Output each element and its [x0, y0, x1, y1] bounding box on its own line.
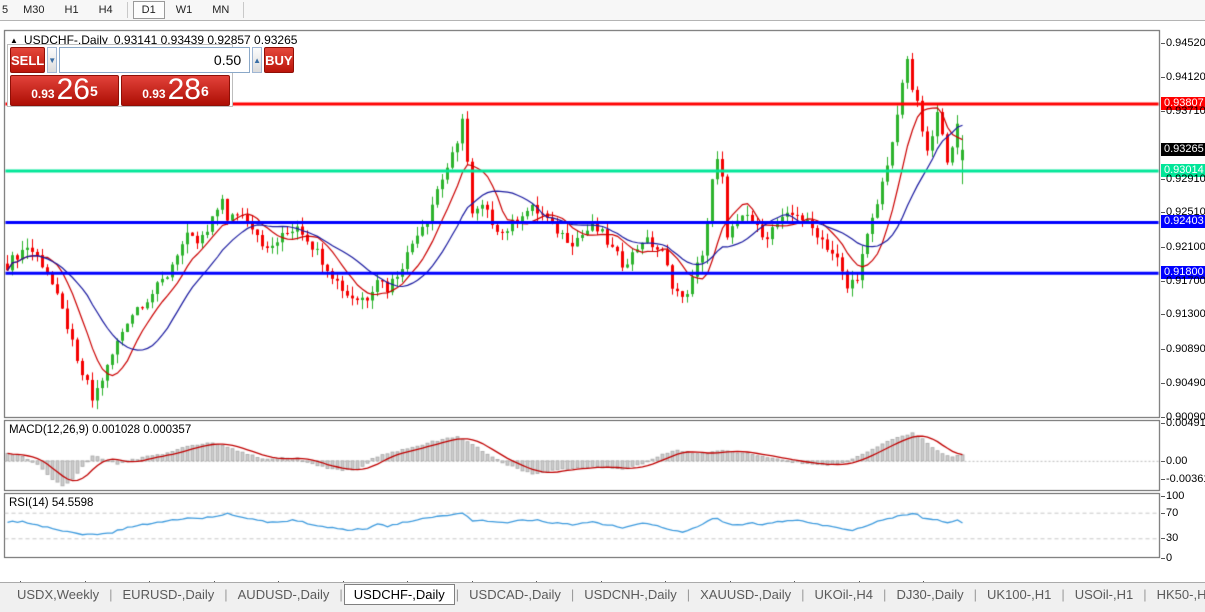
buy-price-prefix: 0.93	[142, 87, 166, 101]
price-axis-tick: 0.94120	[1161, 70, 1205, 83]
macd-axis-tick: -0.003614	[1161, 473, 1205, 485]
timeframe-toolbar: 5 M30 H1 H4 D1 W1 MN	[0, 0, 1205, 21]
chart-workspace: ▲ USDCHF-,Daily 0.93141 0.93439 0.92857 …	[0, 22, 1205, 603]
tab-separator: |	[686, 587, 691, 602]
tab-separator: |	[570, 587, 575, 602]
buy-price-main: 28	[167, 73, 201, 106]
chart-ohlc-values: 0.93141 0.93439 0.92857 0.93265	[113, 33, 298, 47]
tab-separator: |	[109, 587, 113, 602]
price-axis-tick: 0.92510	[1161, 206, 1205, 219]
price-chart-canvas[interactable]	[0, 22, 1161, 582]
sell-price-prefix: 0.93	[31, 87, 55, 101]
volume-decrease-button[interactable]: ▼	[47, 47, 58, 73]
chart-tab-usdcnh-daily[interactable]: USDCNH-,Daily	[584, 587, 677, 602]
rsi-indicator-label: RSI(14) 54.5598	[9, 496, 94, 509]
chart-tab-dj30-daily[interactable]: DJ30-,Daily	[896, 587, 964, 602]
macd-axis-tick: 0.00	[1160, 454, 1188, 467]
price-axis-tick: 0.91300	[1161, 308, 1205, 321]
price-axis-tick: 0.90490	[1161, 376, 1205, 389]
chart-tab-ukoil-h4[interactable]: UKOil-,H4	[814, 587, 874, 602]
chart-tab-usoil-h1[interactable]: USOil-,H1	[1074, 587, 1134, 602]
chart-symbol-label: USDCHF-,Daily	[23, 33, 108, 47]
sell-price-main: 26	[56, 73, 90, 106]
tab-separator: |	[801, 587, 805, 602]
collapse-panel-icon[interactable]: ▲	[10, 35, 18, 45]
price-axis[interactable]: 0.94520 0.94120 0.93807 0.93710 0.93265 0.930…	[1160, 22, 1205, 582]
price-level-badge: 0.92403	[1161, 215, 1205, 229]
chart-tab-xauusd-daily[interactable]: XAUUSD-,Daily	[700, 587, 792, 602]
chart-title: ▲ USDCHF-,Daily 0.93141 0.93439 0.92857 …	[10, 33, 297, 47]
tab-separator: |	[224, 587, 228, 602]
timeframe-button-mn[interactable]: MN	[212, 4, 230, 16]
price-axis-tick: 0.94520	[1161, 36, 1205, 49]
window-bottom-edge	[0, 606, 1205, 612]
chart-tab-eurusd-daily[interactable]: EURUSD-,Daily	[122, 587, 215, 602]
price-axis-tick: 0.92100	[1161, 241, 1205, 254]
rsi-axis-tick: 70	[1160, 506, 1179, 519]
price-level-badge: 0.93807	[1161, 97, 1205, 111]
price-axis-tick: 0.90890	[1161, 343, 1205, 356]
buy-button[interactable]: BUY	[264, 47, 294, 73]
timeframe-button-w1[interactable]: W1	[175, 4, 193, 16]
volume-increase-button[interactable]: ▲	[252, 47, 263, 73]
price-level-badge: 0.91800	[1161, 266, 1205, 280]
chart-tab-audusd-daily[interactable]: AUDUSD-,Daily	[237, 587, 330, 602]
price-level-badge: 0.93265	[1161, 142, 1205, 156]
sell-price-tile[interactable]: 0.93 26 5	[10, 75, 119, 106]
macd-indicator-label: MACD(12,26,9) 0.001028 0.000357	[9, 423, 192, 436]
price-axis-tick: 0.90090	[1161, 410, 1205, 423]
chart-tab-usdx-weekly[interactable]: USDX,Weekly	[17, 587, 100, 602]
price-axis-tick: 0.93710	[1161, 105, 1205, 118]
volume-input[interactable]	[59, 47, 251, 73]
tab-separator: |	[1143, 587, 1147, 602]
price-level-badge: 0.93014	[1161, 163, 1205, 177]
chart-tab-uk100-h1[interactable]: UK100-,H1	[987, 587, 1052, 602]
macd-axis-tick: 0.004913	[1161, 417, 1205, 429]
sell-button[interactable]: SELL	[10, 47, 46, 73]
tab-separator: |	[339, 587, 343, 602]
chart-tab-usdchf-daily[interactable]: USDCHF-,Daily	[343, 584, 455, 605]
toolbar-separator	[126, 2, 128, 18]
buy-price-pip: 6	[200, 83, 209, 99]
toolbar-separator	[243, 2, 245, 18]
tab-separator: |	[455, 587, 460, 602]
chart-tab-hk50-h1[interactable]: HK50-,H1	[1156, 587, 1205, 602]
buy-price-tile[interactable]: 0.93 28 6	[121, 75, 230, 106]
tab-separator: |	[973, 587, 978, 602]
price-axis-tick: 0.92910	[1161, 172, 1205, 185]
timeframe-button-h4[interactable]: H4	[98, 4, 113, 16]
one-click-trade-panel: SELL ▼ ▲ BUY 0.93 26 5 0.93 28 6	[7, 44, 294, 107]
timeframe-button-h1[interactable]: H1	[64, 4, 79, 16]
chart-tab-bar: USDX,Weekly | EURUSD-,Daily | AUDUSD-,Daily |…	[0, 582, 1205, 606]
tab-separator: |	[1061, 587, 1065, 602]
timeframe-button-m30[interactable]: M30	[23, 4, 45, 16]
timeframe-button-d1[interactable]: D1	[132, 1, 165, 19]
rsi-axis-tick: 0	[1160, 551, 1173, 564]
tab-separator: |	[883, 587, 887, 602]
price-axis-tick: 0.91700	[1161, 274, 1205, 287]
rsi-axis-tick: 30	[1160, 532, 1179, 545]
timeframe-button-5[interactable]: 5	[2, 4, 9, 16]
sell-price-pip: 5	[89, 83, 98, 99]
rsi-axis-tick: 100	[1160, 489, 1185, 502]
chart-tab-usdcad-daily[interactable]: USDCAD-,Daily	[469, 587, 561, 602]
